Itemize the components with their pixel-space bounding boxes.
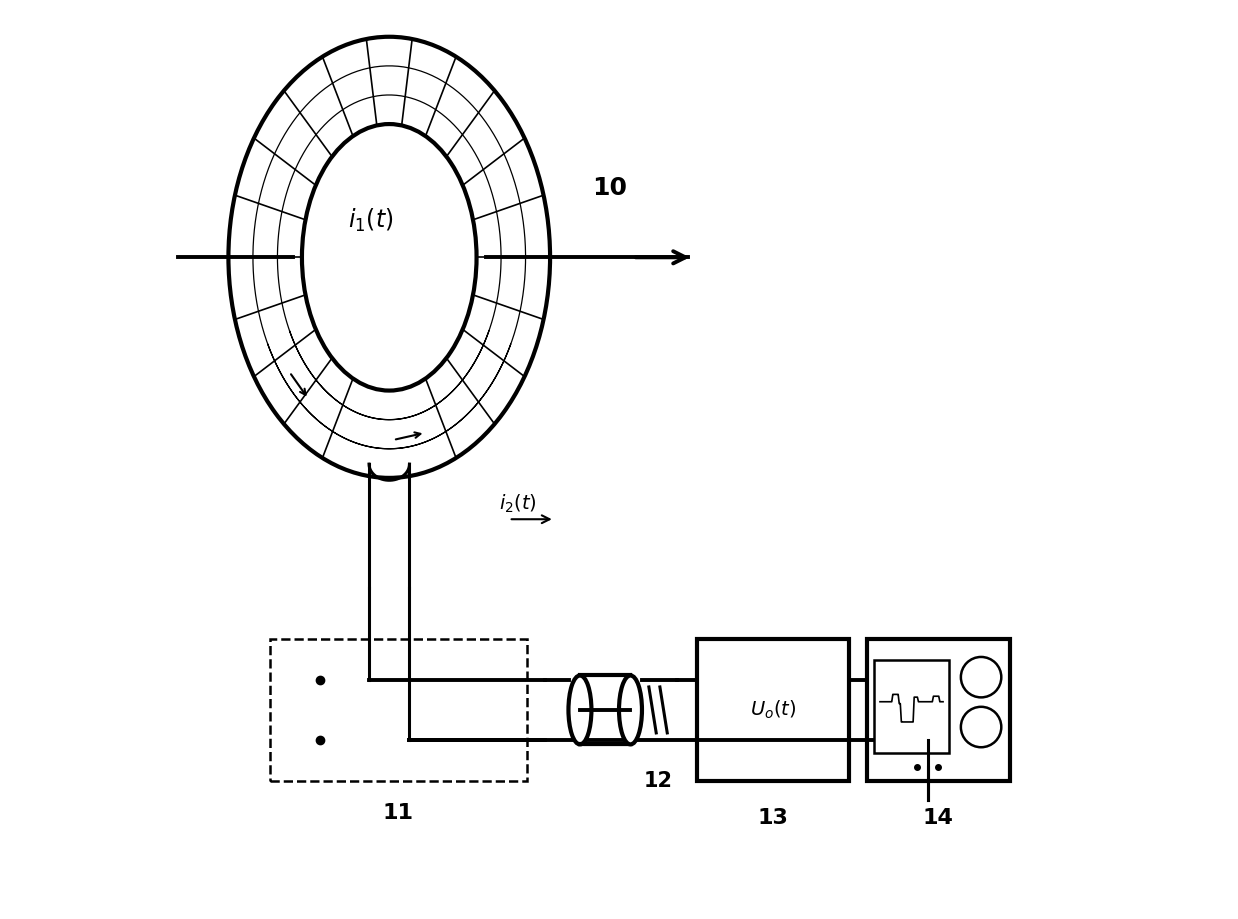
Text: 13: 13: [758, 808, 789, 828]
Bar: [270, 639, 527, 781]
Bar: [874, 660, 948, 753]
Text: 11: 11: [383, 803, 413, 823]
Bar: [697, 639, 849, 781]
Text: 10: 10: [592, 176, 628, 200]
Ellipse shape: [302, 124, 477, 391]
Ellipse shape: [229, 37, 550, 478]
Bar: [579, 675, 630, 744]
Bar: [867, 639, 1009, 781]
Text: $U_o(t)$: $U_o(t)$: [750, 698, 796, 721]
Ellipse shape: [619, 675, 643, 744]
Ellipse shape: [568, 675, 592, 744]
Text: $i_2(t)$: $i_2(t)$: [499, 493, 537, 515]
Text: $i_1(t)$: $i_1(t)$: [348, 207, 394, 234]
Text: 14: 14: [922, 808, 953, 828]
Text: 12: 12: [644, 771, 672, 791]
